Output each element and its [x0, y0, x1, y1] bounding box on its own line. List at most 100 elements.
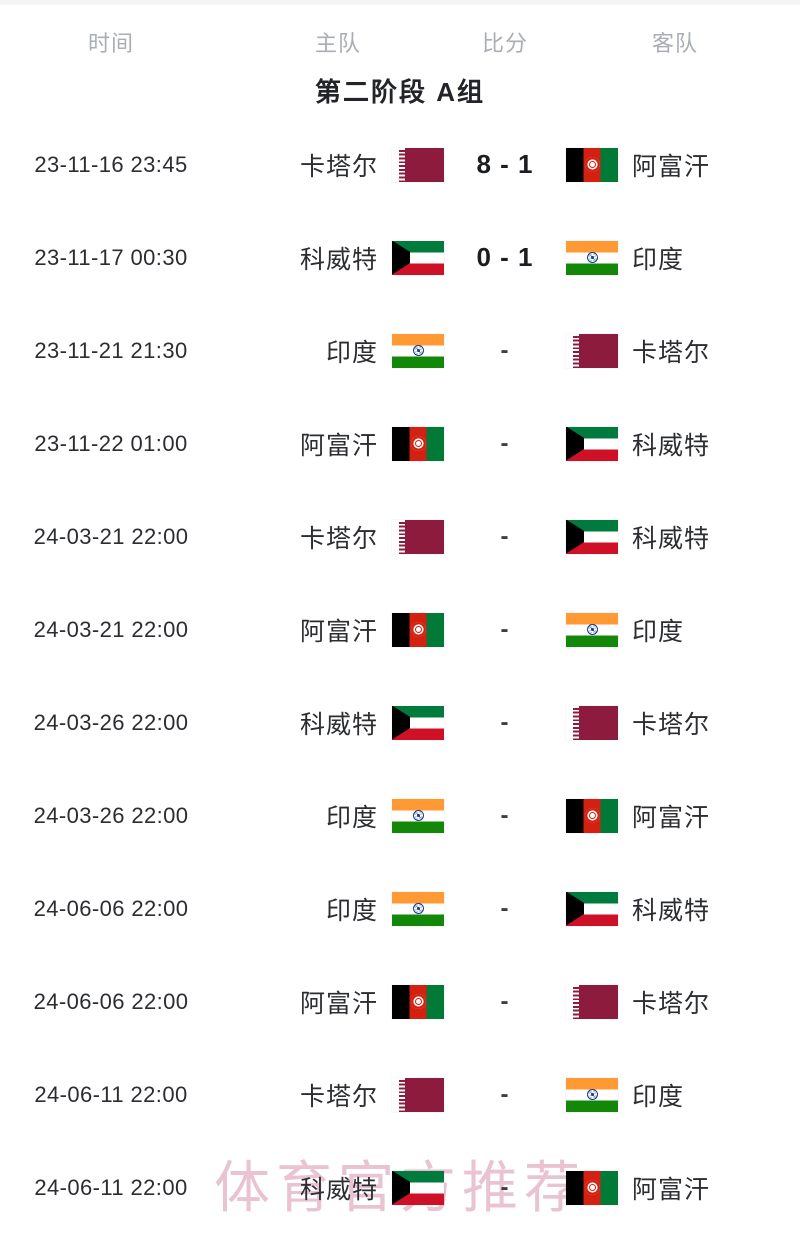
- flag-kuwait-icon: [392, 705, 444, 740]
- match-score: 8 - 1: [476, 149, 534, 179]
- match-score: -: [500, 987, 510, 1015]
- home-team-name: 科威特: [299, 710, 378, 739]
- home-team[interactable]: 卡塔尔: [222, 118, 444, 211]
- flag-afghanistan-icon: [392, 612, 444, 647]
- flag-afghanistan-icon: [566, 1170, 618, 1205]
- away-team[interactable]: 科威特: [566, 862, 800, 955]
- home-team-name: 阿富汗: [299, 431, 378, 460]
- match-time: 24-06-06 22:00: [33, 988, 189, 1014]
- column-header-away: 客队: [651, 31, 698, 56]
- flag-qatar-icon: [566, 705, 618, 740]
- home-team[interactable]: 卡塔尔: [222, 490, 444, 583]
- away-team[interactable]: 卡塔尔: [566, 955, 800, 1048]
- away-team-name: 卡塔尔: [632, 989, 711, 1018]
- away-team[interactable]: 印度: [566, 211, 800, 304]
- match-time: 23-11-21 21:30: [34, 337, 188, 363]
- flag-afghanistan-icon: [566, 147, 618, 182]
- away-team-name: 印度: [632, 617, 685, 646]
- home-team[interactable]: 阿富汗: [222, 955, 444, 1048]
- home-team[interactable]: 印度: [222, 862, 444, 955]
- match-time: 24-06-11 22:00: [34, 1081, 188, 1107]
- home-team[interactable]: 阿富汗: [222, 397, 444, 490]
- flag-kuwait-icon: [566, 519, 618, 554]
- away-team[interactable]: 卡塔尔: [566, 676, 800, 769]
- home-team-name: 卡塔尔: [299, 1082, 378, 1111]
- match-row[interactable]: 24-06-06 22:00 阿富汗 - 卡塔尔: [0, 955, 800, 1048]
- flag-kuwait-icon: [566, 426, 618, 461]
- match-score: -: [500, 1173, 510, 1201]
- match-row[interactable]: 24-03-26 22:00 科威特 - 卡塔尔: [0, 676, 800, 769]
- away-team-name: 阿富汗: [632, 1175, 711, 1204]
- match-time: 24-03-26 22:00: [33, 709, 189, 735]
- away-team[interactable]: 印度: [566, 583, 800, 676]
- home-team[interactable]: 卡塔尔: [222, 1048, 444, 1141]
- flag-india-icon: [566, 240, 618, 275]
- flag-afghanistan-icon: [392, 984, 444, 1019]
- home-team-name: 卡塔尔: [299, 152, 378, 181]
- away-team-name: 印度: [632, 245, 685, 274]
- match-score: -: [500, 429, 510, 457]
- match-score: -: [500, 1080, 510, 1108]
- match-row[interactable]: 23-11-17 00:30 科威特 0 - 1 印度: [0, 211, 800, 304]
- flag-afghanistan-icon: [392, 426, 444, 461]
- away-team-name: 阿富汗: [632, 152, 711, 181]
- match-row[interactable]: 24-06-06 22:00 印度 - 科威特: [0, 862, 800, 955]
- match-row[interactable]: 24-06-11 22:00 科威特 - 阿富汗: [0, 1141, 800, 1234]
- match-row[interactable]: 24-06-11 22:00 卡塔尔 - 印度: [0, 1048, 800, 1141]
- match-time: 24-06-11 22:00: [34, 1174, 188, 1200]
- match-time: 24-06-06 22:00: [33, 895, 189, 921]
- match-score: 0 - 1: [476, 242, 534, 272]
- home-team[interactable]: 阿富汗: [222, 583, 444, 676]
- home-team[interactable]: 印度: [222, 769, 444, 862]
- match-list: 23-11-16 23:45 卡塔尔 8 - 1 阿富汗 23-11-17 00:30 科…: [0, 118, 800, 1234]
- column-header-time: 时间: [87, 31, 134, 56]
- match-score: -: [500, 708, 510, 736]
- match-time: 23-11-22 01:00: [34, 430, 188, 456]
- flag-qatar-icon: [392, 1077, 444, 1112]
- home-team-name: 印度: [325, 803, 378, 832]
- column-header-score: 比分: [481, 31, 528, 56]
- group-title: 第二阶段 A组: [0, 60, 800, 118]
- away-team[interactable]: 卡塔尔: [566, 304, 800, 397]
- match-row[interactable]: 23-11-22 01:00 阿富汗 - 科威特: [0, 397, 800, 490]
- column-header-home: 主队: [314, 31, 361, 56]
- flag-qatar-icon: [392, 147, 444, 182]
- match-row[interactable]: 24-03-21 22:00 卡塔尔 - 科威特: [0, 490, 800, 583]
- flag-qatar-icon: [392, 519, 444, 554]
- home-team[interactable]: 科威特: [222, 211, 444, 304]
- home-team[interactable]: 科威特: [222, 1141, 444, 1234]
- flag-kuwait-icon: [392, 1170, 444, 1205]
- flag-india-icon: [392, 333, 444, 368]
- match-row[interactable]: 24-03-21 22:00 阿富汗 - 印度: [0, 583, 800, 676]
- flag-afghanistan-icon: [566, 798, 618, 833]
- away-team-name: 科威特: [632, 431, 711, 460]
- away-team[interactable]: 印度: [566, 1048, 800, 1141]
- flag-qatar-icon: [566, 984, 618, 1019]
- home-team[interactable]: 科威特: [222, 676, 444, 769]
- home-team[interactable]: 印度: [222, 304, 444, 397]
- flag-india-icon: [566, 1077, 618, 1112]
- away-team-name: 印度: [632, 1082, 685, 1111]
- match-score: -: [500, 894, 510, 922]
- away-team[interactable]: 阿富汗: [566, 118, 800, 211]
- match-row[interactable]: 23-11-21 21:30 印度 - 卡塔尔: [0, 304, 800, 397]
- away-team[interactable]: 科威特: [566, 490, 800, 583]
- match-row[interactable]: 23-11-16 23:45 卡塔尔 8 - 1 阿富汗: [0, 118, 800, 211]
- match-score: -: [500, 336, 510, 364]
- home-team-name: 科威特: [299, 1175, 378, 1204]
- flag-kuwait-icon: [566, 891, 618, 926]
- group-title-label: 第二阶段 A组: [314, 77, 485, 107]
- away-team[interactable]: 阿富汗: [566, 1141, 800, 1234]
- match-score: -: [500, 522, 510, 550]
- match-score: -: [500, 801, 510, 829]
- flag-india-icon: [566, 612, 618, 647]
- away-team[interactable]: 科威特: [566, 397, 800, 490]
- away-team-name: 科威特: [632, 524, 711, 553]
- flag-india-icon: [392, 798, 444, 833]
- away-team-name: 阿富汗: [632, 803, 711, 832]
- match-row[interactable]: 24-03-26 22:00 印度 - 阿富汗: [0, 769, 800, 862]
- away-team-name: 卡塔尔: [632, 710, 711, 739]
- home-team-name: 印度: [325, 896, 378, 925]
- away-team[interactable]: 阿富汗: [566, 769, 800, 862]
- away-team-name: 科威特: [632, 896, 711, 925]
